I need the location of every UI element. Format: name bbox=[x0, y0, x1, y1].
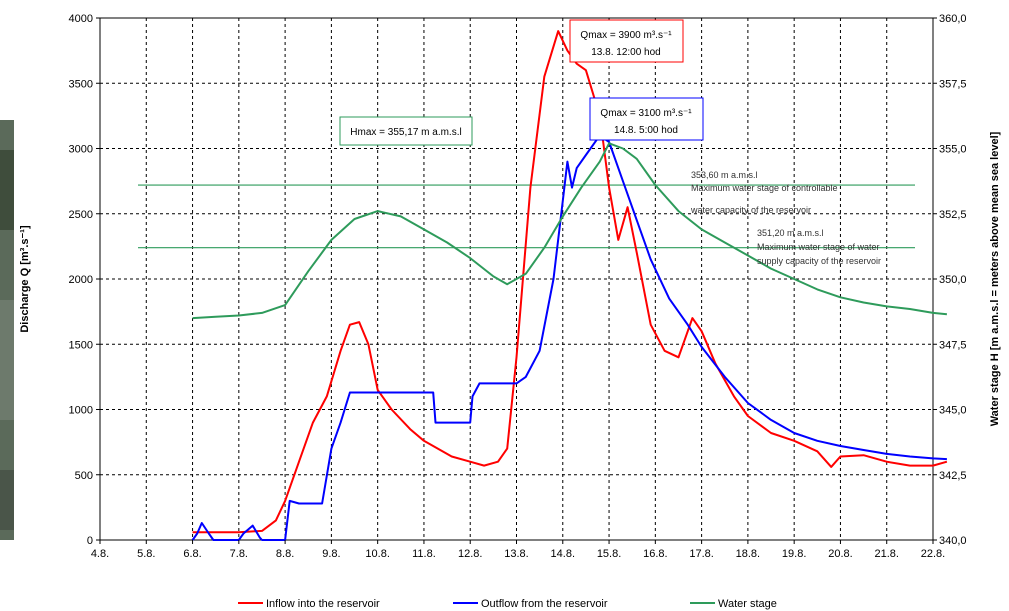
x-tick-label: 16.8. bbox=[643, 548, 667, 560]
svg-text:water capacity of the reservoi: water capacity of the reservoir bbox=[690, 205, 811, 215]
svg-text:Water stage: Water stage bbox=[718, 598, 777, 610]
y-right-tick-label: 352,5 bbox=[939, 209, 967, 221]
x-tick-label: 18.8. bbox=[736, 548, 760, 560]
x-tick-label: 9.8. bbox=[322, 548, 340, 560]
svg-text:14.8. 5:00 hod: 14.8. 5:00 hod bbox=[614, 125, 678, 136]
x-tick-label: 20.8. bbox=[828, 548, 852, 560]
series-line-inflow bbox=[192, 30, 948, 534]
x-tick-label: 22.8. bbox=[921, 548, 945, 560]
series-line-outflow bbox=[191, 134, 947, 541]
legend-item-outflow: Outflow from the reservoir bbox=[453, 598, 608, 610]
y-right-tick-label: 342,5 bbox=[939, 470, 967, 482]
y-right-tick-label: 355,0 bbox=[939, 144, 967, 156]
y-right-tick-label: 340,0 bbox=[939, 535, 967, 547]
y-axis-left-title: Discharge Q [m³.s⁻¹] bbox=[19, 225, 31, 333]
background-photo-strip bbox=[0, 120, 14, 540]
reference-lines bbox=[138, 184, 915, 249]
y-right-tick-label: 360,0 bbox=[939, 13, 967, 25]
series-line-water-stage bbox=[192, 142, 947, 320]
svg-text:Maximum water stage of control: Maximum water stage of controllable bbox=[691, 183, 838, 193]
x-tick-label: 6.8. bbox=[183, 548, 201, 560]
svg-text:353,60 m a.m.s.l: 353,60 m a.m.s.l bbox=[691, 170, 758, 180]
y-left-tick-label: 1000 bbox=[69, 405, 93, 417]
svg-text:351,20 m a.m.s.l: 351,20 m a.m.s.l bbox=[757, 228, 824, 238]
x-tick-label: 12.8. bbox=[458, 548, 482, 560]
annotation-hmax: Hmax = 355,17 m a.m.s.l bbox=[339, 116, 473, 146]
x-tick-label: 7.8. bbox=[230, 548, 248, 560]
legend: Inflow into the reservoir Outflow from t… bbox=[238, 598, 777, 610]
x-tick-label: 5.8. bbox=[137, 548, 155, 560]
svg-text:Outflow from the reservoir: Outflow from the reservoir bbox=[481, 598, 608, 610]
y-left-tick-label: 2000 bbox=[69, 274, 93, 286]
svg-text:Qmax = 3900 m³.s⁻¹: Qmax = 3900 m³.s⁻¹ bbox=[580, 30, 672, 41]
svg-text:13.8. 12:00 hod: 13.8. 12:00 hod bbox=[591, 47, 661, 58]
x-tick-label: 4.8. bbox=[91, 548, 109, 560]
svg-text:supply capacity of the reservo: supply capacity of the reservoir bbox=[757, 256, 881, 266]
y-left-tick-label: 2500 bbox=[69, 209, 93, 221]
annotation-qmax-outflow: Qmax = 3100 m³.s⁻¹ 14.8. 5:00 hod bbox=[589, 97, 704, 141]
y-left-tick-label: 1500 bbox=[69, 339, 93, 351]
y-left-tick-label: 500 bbox=[75, 470, 93, 482]
svg-text:Hmax = 355,17 m a.m.s.l: Hmax = 355,17 m a.m.s.l bbox=[350, 127, 461, 138]
y-right-tick-label: 345,0 bbox=[939, 405, 967, 417]
x-tick-label: 10.8. bbox=[365, 548, 389, 560]
y-right-tick-label: 347,5 bbox=[939, 339, 967, 351]
x-tick-label: 13.8. bbox=[504, 548, 528, 560]
svg-text:Inflow into the reservoir: Inflow into the reservoir bbox=[266, 598, 380, 610]
x-tick-label: 17.8. bbox=[689, 548, 713, 560]
x-tick-label: 14.8. bbox=[551, 548, 575, 560]
y-left-tick-label: 0 bbox=[87, 535, 93, 547]
x-tick-label: 15.8. bbox=[597, 548, 621, 560]
svg-text:Maximum water stage of water: Maximum water stage of water bbox=[757, 242, 880, 252]
y-left-tick-label: 4000 bbox=[69, 13, 93, 25]
series-layer bbox=[191, 30, 948, 541]
x-tick-label: 19.8. bbox=[782, 548, 806, 560]
axes-layer: 4.8. 5.8. 6.8. 7.8. 8.8. 9.8. 10.8. 11.8. 12.8. 1… bbox=[69, 13, 967, 560]
y-right-tick-label: 350,0 bbox=[939, 274, 967, 286]
legend-item-water-stage: Water stage bbox=[690, 598, 777, 610]
annotation-controllable-capacity: 353,60 m a.m.s.l Maximum water stage of … bbox=[690, 170, 838, 215]
y-left-tick-label: 3000 bbox=[69, 144, 93, 156]
x-tick-label: 8.8. bbox=[276, 548, 294, 560]
annotation-supply-capacity: 351,20 m a.m.s.l Maximum water stage of … bbox=[757, 228, 881, 266]
svg-text:Qmax = 3100 m³.s⁻¹: Qmax = 3100 m³.s⁻¹ bbox=[600, 108, 692, 119]
x-tick-label: 11.8. bbox=[412, 548, 436, 560]
y-right-tick-label: 357,5 bbox=[939, 78, 967, 90]
y-left-tick-label: 3500 bbox=[69, 78, 93, 90]
y-axis-right-title: Water stage H [m a.m.s.l = meters above … bbox=[989, 131, 1001, 426]
annotation-qmax-inflow: Qmax = 3900 m³.s⁻¹ 13.8. 12:00 hod bbox=[569, 19, 684, 63]
x-tick-label: 21.8. bbox=[874, 548, 898, 560]
legend-item-inflow: Inflow into the reservoir bbox=[238, 598, 380, 610]
